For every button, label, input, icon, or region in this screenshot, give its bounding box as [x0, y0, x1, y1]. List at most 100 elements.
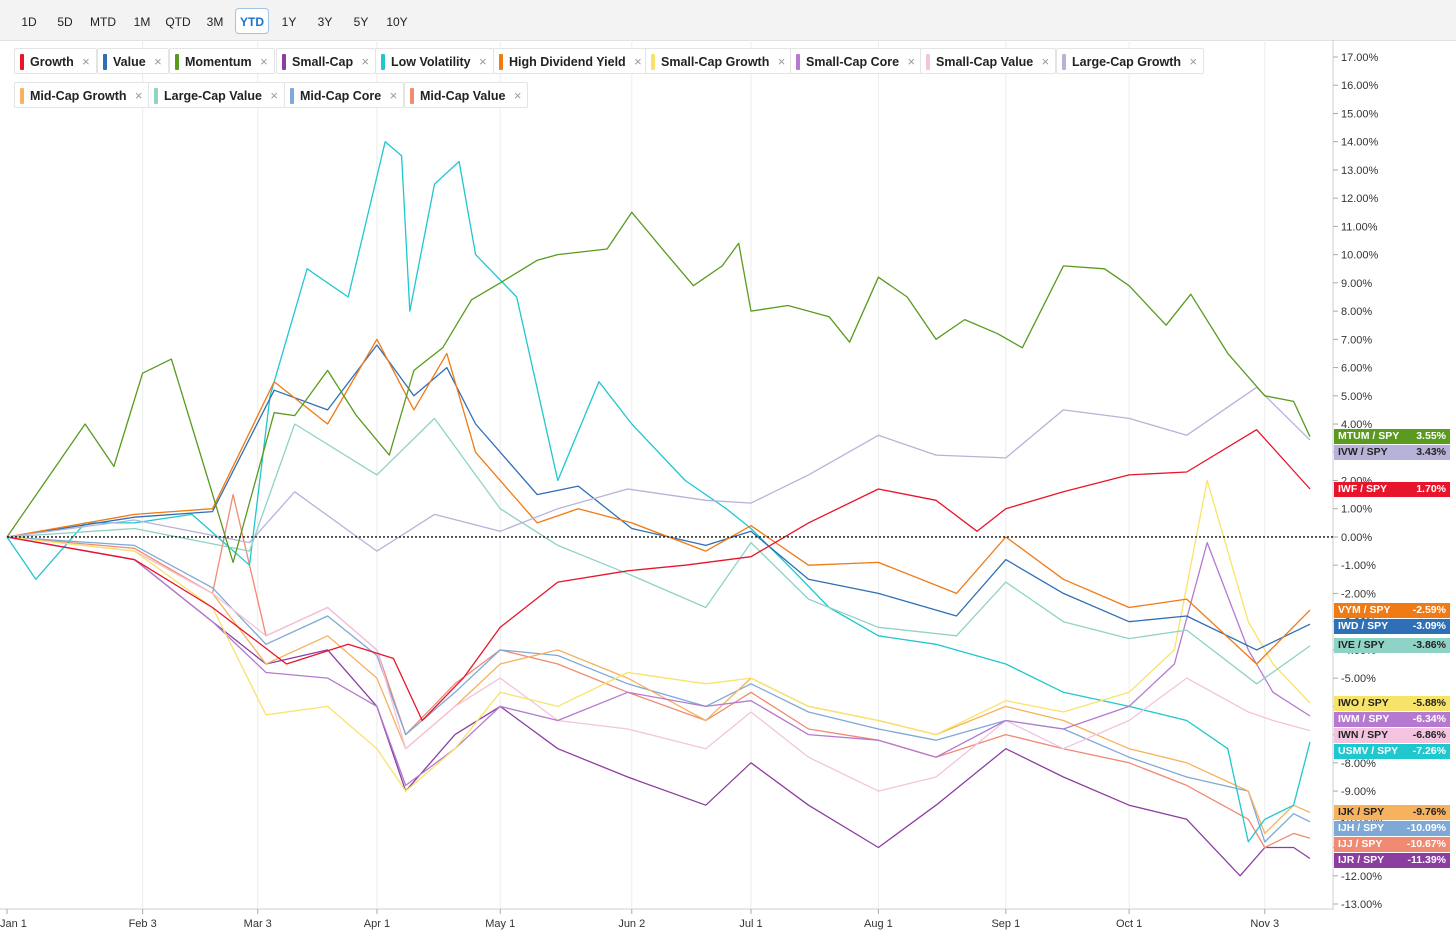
legend-swatch [410, 88, 414, 104]
end-value-badge: IWF / SPY 1.70% [1334, 481, 1450, 497]
y-tick-label: 1.00% [1341, 504, 1372, 516]
legend-tag-momentum[interactable]: Momentum × [169, 48, 275, 74]
legend-tag-mid-cap-value[interactable]: Mid-Cap Value × [404, 82, 529, 108]
legend-tag-small-cap-core[interactable]: Small-Cap Core × [790, 48, 923, 74]
legend-tag-small-cap[interactable]: Small-Cap × [276, 48, 377, 74]
legend-tag-growth[interactable]: Growth × [14, 48, 97, 74]
legend-label: Small-Cap Core [806, 55, 900, 69]
end-value-badge: MTUM / SPY 3.55% [1334, 429, 1450, 445]
legend-tag-high-dividend-yield[interactable]: High Dividend Yield × [493, 48, 649, 74]
legend-label: Value [113, 55, 146, 69]
remove-series-icon[interactable]: × [634, 54, 642, 69]
legend-tag-value[interactable]: Value × [97, 48, 169, 74]
x-tick-label: Apr 1 [364, 918, 390, 930]
remove-series-icon[interactable]: × [777, 54, 786, 69]
y-tick-label: 0.00% [1341, 532, 1372, 544]
legend-swatch [103, 54, 107, 70]
end-value-badge: VYM / SPY -2.59% [1334, 602, 1450, 618]
remove-series-icon[interactable]: × [389, 88, 398, 103]
y-tick-label: 7.00% [1341, 334, 1372, 346]
legend-tag-small-cap-growth[interactable]: Small-Cap Growth × [645, 48, 793, 74]
badge-value: -2.59% [1412, 603, 1446, 616]
x-tick-label: Oct 1 [1116, 918, 1142, 930]
y-tick-label: 15.00% [1341, 108, 1379, 120]
legend-swatch [282, 54, 286, 70]
y-tick-label: 4.00% [1341, 419, 1372, 431]
end-value-badge: IVE / SPY -3.86% [1334, 638, 1450, 654]
badge-value: 3.55% [1416, 430, 1446, 443]
y-tick-label: -12.00% [1341, 871, 1382, 883]
badge-value: -10.67% [1406, 838, 1446, 850]
end-value-badge: IWO / SPY -5.88% [1334, 695, 1450, 711]
x-tick-label: Feb 3 [129, 918, 157, 930]
remove-series-icon[interactable]: × [270, 88, 278, 103]
badge-ticker: IVW / SPY [1338, 446, 1388, 459]
range-button-ytd[interactable]: YTD [235, 8, 269, 34]
y-tick-label: 16.00% [1341, 80, 1379, 92]
legend-tag-mid-cap-core[interactable]: Mid-Cap Core × [284, 82, 405, 108]
end-value-badge: IJR / SPY -11.39% [1334, 853, 1450, 868]
end-value-badge: IJH / SPY -10.09% [1334, 821, 1450, 836]
legend-tag-small-cap-value[interactable]: Small-Cap Value × [920, 48, 1057, 74]
y-tick-label: 12.00% [1341, 193, 1379, 205]
series-line-mid-cap-growth [6, 536, 1311, 835]
y-tick-label: 13.00% [1341, 165, 1379, 177]
series-line-small-cap [6, 536, 1311, 877]
remove-series-icon[interactable]: × [260, 54, 268, 69]
remove-series-icon[interactable]: × [513, 88, 522, 103]
remove-series-icon[interactable]: × [361, 54, 370, 69]
badge-value: 1.70% [1416, 482, 1446, 495]
range-button-1d[interactable]: 1D [21, 15, 37, 29]
legend-label: Growth [30, 55, 74, 69]
legend-label: Mid-Cap Core [300, 89, 382, 103]
remove-series-icon[interactable]: × [82, 54, 90, 69]
series-line-small-cap-growth [6, 479, 1311, 792]
badge-value: -9.76% [1412, 806, 1446, 818]
legend-label: Low Volatility [391, 55, 471, 69]
remove-series-icon[interactable]: × [907, 54, 916, 69]
range-button-3m[interactable]: 3M [206, 15, 224, 29]
y-tick-label: 14.00% [1341, 137, 1379, 149]
legend-swatch [926, 54, 930, 70]
badge-value: -6.86% [1412, 728, 1446, 741]
range-button-5y[interactable]: 5Y [353, 15, 369, 29]
y-tick-label: 11.00% [1341, 221, 1378, 233]
legend-label: Mid-Cap Value [420, 89, 506, 103]
end-value-badge: IJJ / SPY -10.67% [1334, 837, 1450, 852]
y-tick-label: 9.00% [1341, 278, 1372, 290]
range-button-mtd[interactable]: MTD [90, 15, 116, 29]
remove-series-icon[interactable]: × [479, 54, 487, 69]
series-line-large-cap-growth [6, 386, 1311, 552]
remove-series-icon[interactable]: × [134, 88, 143, 103]
x-tick-label: Aug 1 [864, 918, 893, 930]
range-toolbar: 1D 5D MTD 1M QTD 3M YTD 1Y 3Y 5Y 10Y [0, 0, 1456, 41]
y-tick-label: 10.00% [1341, 250, 1379, 262]
badge-value: -5.88% [1412, 696, 1446, 709]
badge-ticker: IWM / SPY [1338, 712, 1390, 725]
range-button-3y[interactable]: 3Y [317, 15, 333, 29]
remove-series-icon[interactable]: × [1041, 54, 1050, 69]
series-line-mid-cap-core [6, 536, 1311, 843]
end-value-badge: IWN / SPY -6.86% [1334, 727, 1450, 743]
range-button-1m[interactable]: 1M [133, 15, 151, 29]
legend-swatch [20, 88, 24, 104]
end-value-badge: IWD / SPY -3.09% [1334, 618, 1450, 634]
x-tick-label: May 1 [485, 918, 515, 930]
range-button-1y[interactable]: 1Y [281, 15, 297, 29]
series-line-mid-cap-value [6, 493, 1311, 849]
remove-series-icon[interactable]: × [154, 54, 162, 69]
legend-swatch [154, 88, 158, 104]
legend-tag-large-cap-value[interactable]: Large-Cap Value × [148, 82, 285, 108]
badge-ticker: IVE / SPY [1338, 639, 1385, 652]
remove-series-icon[interactable]: × [1189, 54, 1198, 69]
legend-tag-low-volatility[interactable]: Low Volatility × [375, 48, 494, 74]
legend-swatch [1062, 54, 1066, 70]
range-button-10y[interactable]: 10Y [386, 15, 408, 29]
legend-label: Small-Cap Value [936, 55, 1034, 69]
y-tick-label: -1.00% [1341, 560, 1376, 572]
range-button-5d[interactable]: 5D [57, 15, 73, 29]
legend-tag-mid-cap-growth[interactable]: Mid-Cap Growth × [14, 82, 150, 108]
legend-tag-large-cap-growth[interactable]: Large-Cap Growth × [1056, 48, 1205, 74]
badge-value: -11.39% [1407, 854, 1446, 866]
range-button-qtd[interactable]: QTD [165, 15, 191, 29]
